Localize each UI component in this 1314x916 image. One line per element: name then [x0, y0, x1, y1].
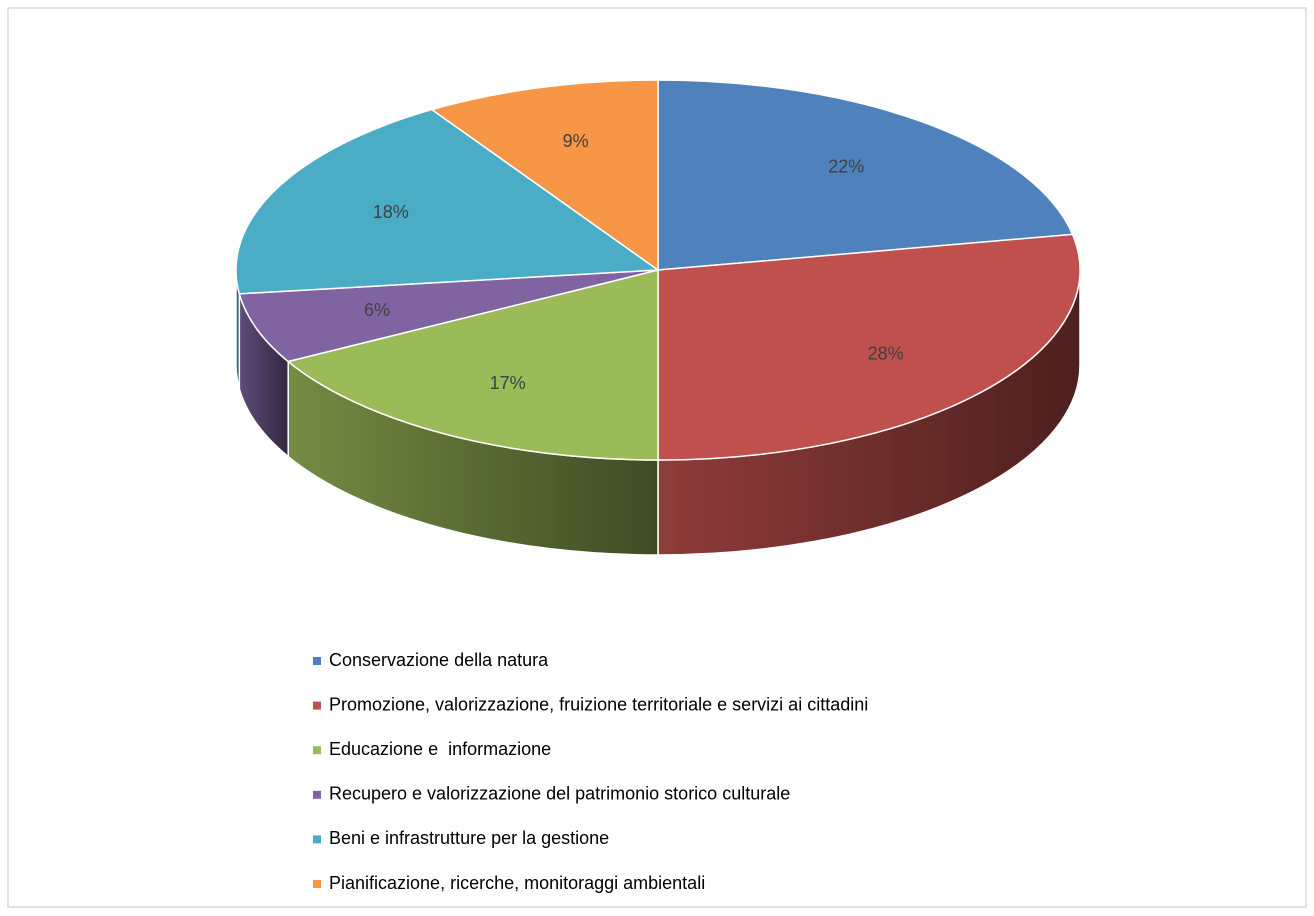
- data-label: 28%: [868, 344, 904, 364]
- legend-label: Beni e infrastrutture per la gestione: [329, 828, 609, 848]
- pie-slice: [238, 269, 659, 363]
- data-label: 22%: [828, 156, 864, 176]
- data-label: 18%: [373, 202, 409, 222]
- pie-slice: [657, 233, 1081, 461]
- data-label: 17%: [490, 373, 526, 393]
- legend-label: Recupero e valorizzazione del patrimonio…: [329, 784, 790, 804]
- data-label: 9%: [563, 131, 589, 151]
- legend-marker: [313, 880, 321, 888]
- legend-label: Educazione e informazione: [329, 739, 551, 759]
- pie-slice: [235, 108, 661, 295]
- legend-marker: [313, 657, 321, 665]
- pie-slice: [430, 79, 659, 272]
- legend-label: Promozione, valorizzazione, fruizione te…: [329, 694, 868, 714]
- legend-marker: [313, 835, 321, 844]
- pie-slice: [657, 79, 1074, 271]
- data-label: 6%: [364, 300, 390, 320]
- pie-slice: [286, 269, 659, 461]
- legend-marker: [313, 701, 321, 710]
- legend-label: Conservazione della natura: [329, 650, 549, 670]
- legend-label: Pianificazione, ricerche, monitoraggi am…: [329, 873, 705, 893]
- legend-marker: [313, 746, 321, 755]
- legend-marker: [313, 790, 321, 799]
